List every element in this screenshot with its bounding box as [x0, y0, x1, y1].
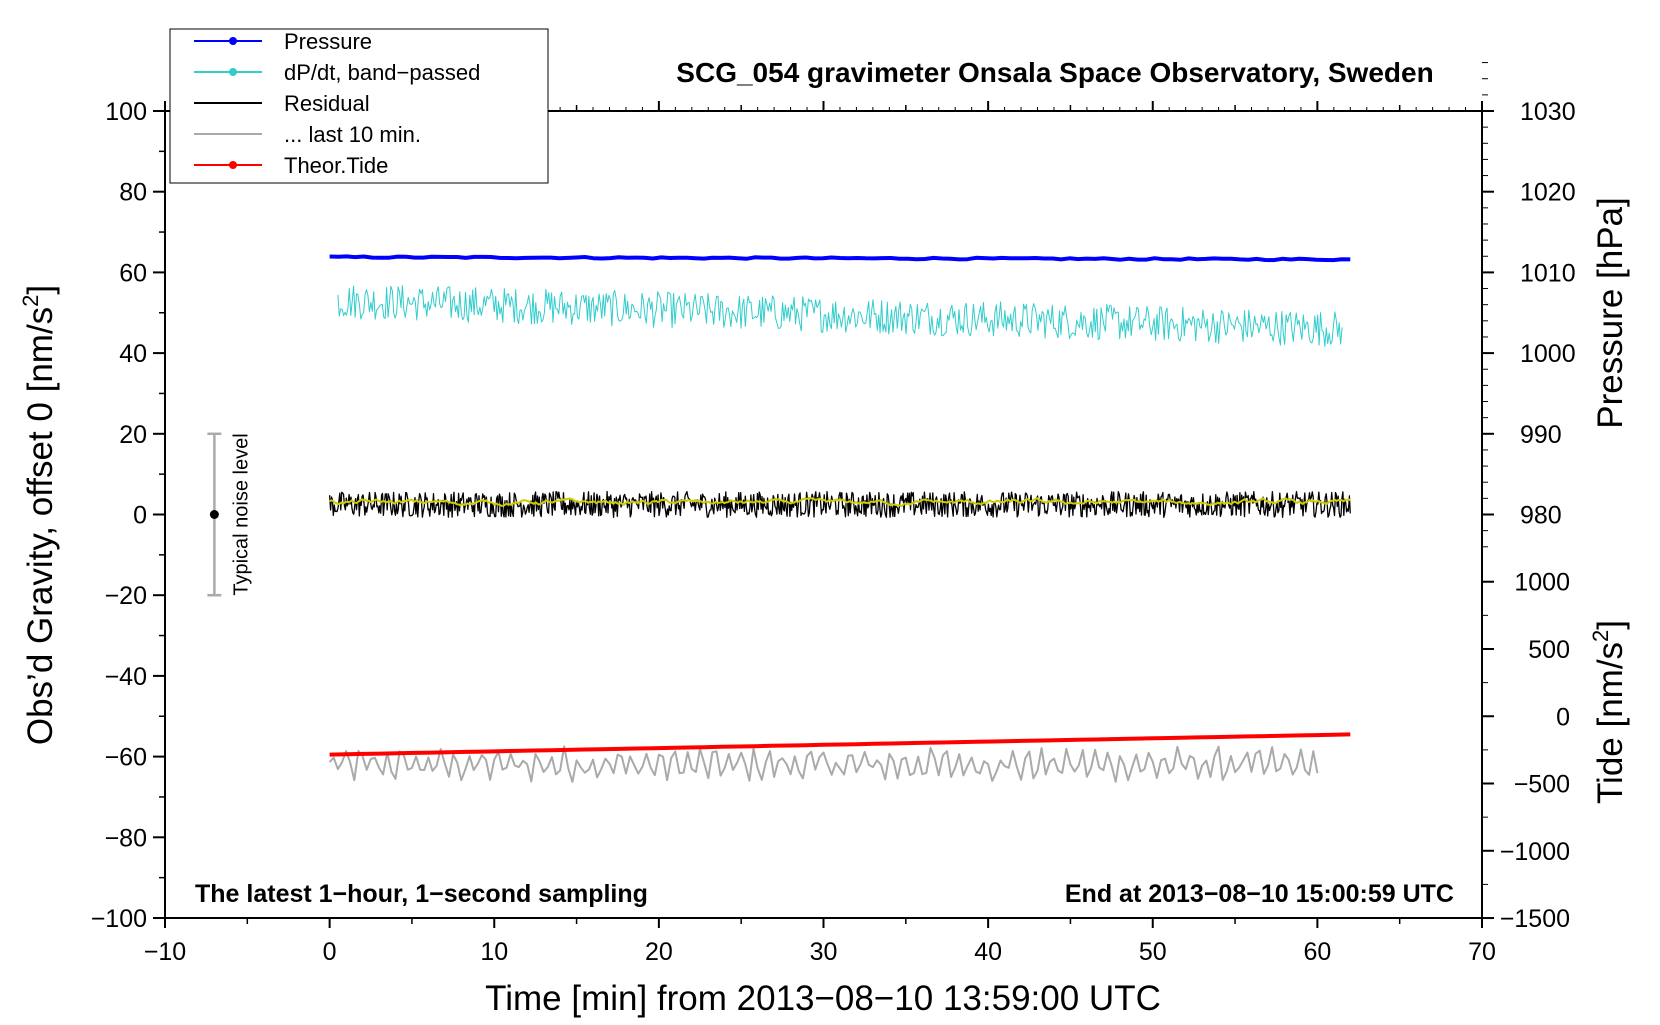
y-axis-label-left-sup: 2 [18, 295, 43, 307]
y-tick-label: −100 [91, 905, 147, 933]
legend-label: ... last 10 min. [284, 122, 421, 147]
y-axis-left: −100 −80 −60 −40 −20 0 20 40 60 80 100 [91, 98, 165, 933]
tide-axis-label-sup: 2 [1588, 630, 1613, 642]
legend-label: Theor.Tide [284, 153, 388, 178]
legend-label: Residual [284, 91, 370, 116]
tide-tick-label: 1000 [1514, 569, 1570, 597]
legend-label: Pressure [284, 29, 372, 54]
x-tick-label: 10 [480, 938, 508, 966]
legend-marker [229, 37, 237, 45]
y-tick-label: −80 [105, 824, 147, 852]
legend: Pressure dP/dt, band−passed Residual ... la… [169, 28, 549, 184]
noise-level-indicator: Typical noise level [207, 432, 252, 597]
legend-box [169, 28, 549, 184]
tide-axis-label: Tide [nm/s2] [1588, 620, 1630, 804]
series-pressure [329, 254, 1351, 263]
x-tick-label: 40 [974, 938, 1002, 966]
tide-axis: −1500 −1000 −500 0 500 1000 [1482, 569, 1570, 933]
x-tick-label: −10 [144, 938, 186, 966]
tide-tick-label: 0 [1556, 703, 1570, 731]
series-residual-smoothed [329, 496, 1351, 508]
y-axis-label-left: Obs’d Gravity, offset 0 [nm/s2] [18, 285, 60, 745]
y-tick-label: 60 [119, 259, 147, 287]
tide-tick-label: −1500 [1500, 905, 1570, 933]
series--last-10-min- [328, 745, 1319, 783]
y-tick-label: 40 [119, 340, 147, 368]
y-tick-label: −40 [105, 663, 147, 691]
tide-tick-label: −1000 [1500, 838, 1570, 866]
x-tick-label: 30 [810, 938, 838, 966]
y-tick-label: −20 [105, 582, 147, 610]
pressure-tick-label: 1000 [1520, 340, 1576, 368]
noise-level-label: Typical noise level [230, 433, 252, 595]
legend-marker [229, 68, 237, 76]
y-tick-label: 20 [119, 421, 147, 449]
x-tick-label: 60 [1303, 938, 1331, 966]
y-tick-label: 80 [119, 179, 147, 207]
legend-label: dP/dt, band−passed [284, 60, 480, 85]
x-tick-label: 20 [645, 938, 673, 966]
tide-tick-label: 500 [1528, 636, 1570, 664]
annotation-sampling: The latest 1−hour, 1−second sampling [195, 880, 648, 908]
x-tick-label: 0 [323, 938, 337, 966]
series-theor-tide [329, 732, 1351, 757]
x-axis-label: Time [min] from 2013−08−10 13:59:00 UTC [485, 979, 1161, 1018]
pressure-axis: 980 990 1000 1010 1020 1030 [1482, 62, 1576, 548]
pressure-tick-label: 990 [1520, 421, 1562, 449]
series-dp-dt-band-passed [337, 285, 1343, 347]
pressure-tick-label: 1010 [1520, 259, 1576, 287]
pressure-axis-label: Pressure [hPa] [1591, 197, 1630, 429]
pressure-tick-label: 1030 [1520, 98, 1576, 126]
chart-title: SCG_054 gravimeter Onsala Space Observat… [676, 57, 1433, 88]
y-tick-label: 0 [133, 502, 147, 530]
pressure-tick-label: 1020 [1520, 179, 1576, 207]
x-axis: −10 0 10 20 30 40 50 60 70 [144, 101, 1496, 966]
y-tick-label: −60 [105, 744, 147, 772]
pressure-tick-label: 980 [1520, 502, 1562, 530]
series-layer [328, 254, 1351, 783]
y-tick-label: 100 [105, 98, 147, 126]
tide-tick-label: −500 [1514, 771, 1570, 799]
plot-frame [164, 110, 1483, 919]
x-tick-label: 70 [1468, 938, 1496, 966]
legend-marker [229, 161, 237, 169]
x-tick-label: 50 [1139, 938, 1167, 966]
noise-center-dot [209, 510, 219, 519]
annotation-end-time: End at 2013−08−10 15:00:59 UTC [1065, 880, 1454, 908]
